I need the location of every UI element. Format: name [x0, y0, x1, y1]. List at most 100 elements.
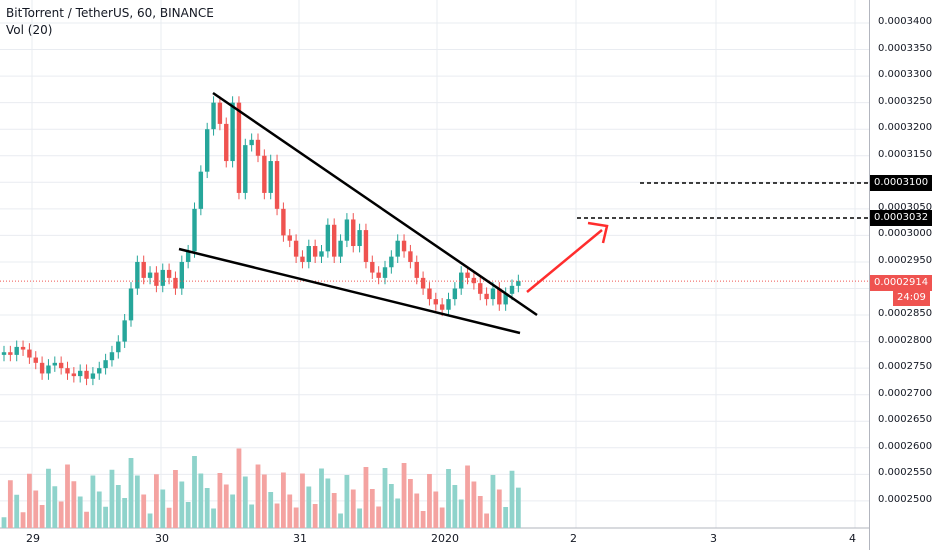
volume-bar	[173, 470, 178, 528]
candle-body	[236, 102, 242, 193]
candle-body	[103, 360, 108, 369]
price-tick-label: 0.0003350	[878, 42, 932, 54]
volume-bar	[452, 485, 458, 528]
volume-bar	[217, 473, 223, 528]
candle-body	[344, 219, 350, 241]
volume-bar	[503, 507, 509, 528]
candle-body	[509, 285, 515, 294]
volume-bar	[166, 507, 172, 528]
volume-bar	[331, 493, 337, 528]
volume-bar	[65, 464, 70, 528]
price-chart[interactable]	[0, 0, 869, 550]
arrow-head	[587, 221, 609, 244]
volume-bar	[439, 507, 445, 528]
volume-bar	[71, 481, 77, 528]
volume-bar	[109, 469, 115, 528]
symbol-title[interactable]: BitTorrent / TetherUS, 60, BINANCE	[6, 6, 214, 20]
volume-bar	[325, 478, 331, 528]
candle-body	[33, 357, 38, 363]
candle-body	[262, 155, 267, 193]
volume-bar	[27, 473, 32, 528]
candle-body	[27, 349, 32, 358]
candle-body	[382, 267, 388, 278]
candle-body	[281, 208, 286, 236]
candle-body	[192, 208, 197, 252]
volume-bar	[395, 498, 401, 528]
price-tick-label: 0.0002650	[878, 414, 932, 426]
volume-bar	[465, 465, 470, 528]
volume-bar	[414, 493, 420, 528]
candle-body	[160, 269, 165, 286]
candle-body	[185, 251, 191, 262]
volume-bar	[128, 458, 134, 528]
candle-body	[452, 288, 458, 300]
candle-body	[52, 362, 57, 366]
candle-body	[319, 251, 324, 257]
volume-bar	[490, 475, 496, 528]
candle-body	[39, 362, 45, 374]
candle-body	[408, 251, 413, 262]
volume-bar	[192, 456, 197, 528]
candle-body	[128, 288, 134, 321]
candle-body	[14, 346, 19, 355]
candle-body	[389, 256, 394, 268]
volume-bar	[179, 481, 185, 528]
price-tick-label: 0.0002600	[878, 440, 932, 452]
candle-body	[459, 272, 464, 289]
candle-body	[230, 102, 235, 162]
volume-indicator-label[interactable]: Vol (20)	[6, 23, 53, 37]
candle-body	[58, 362, 64, 369]
volume-bar	[420, 511, 426, 528]
candle-body	[249, 139, 254, 146]
candle-body	[401, 240, 407, 252]
volume-bar	[204, 488, 210, 528]
volume-bar	[319, 468, 324, 528]
candle-body	[478, 283, 483, 294]
candle-body	[395, 240, 400, 257]
volume-bar	[261, 474, 267, 528]
candle-body	[8, 352, 13, 355]
volume-bar	[338, 513, 343, 528]
volume-bar	[147, 513, 153, 528]
volume-bar	[293, 507, 299, 528]
candle-body	[351, 219, 356, 247]
volume-bar	[84, 511, 89, 528]
breakout-arrow	[526, 229, 603, 293]
volume-bar	[427, 474, 432, 528]
candle-body	[332, 224, 337, 257]
volume-bar	[20, 512, 26, 528]
volume-bar	[103, 506, 108, 528]
candle-body	[312, 246, 318, 257]
current-price-tag: 0.0002914	[870, 275, 932, 291]
price-tick-label: 0.0003050	[878, 201, 932, 213]
volume-bar	[312, 504, 318, 528]
candle-body	[154, 272, 159, 286]
candle-body	[198, 171, 204, 209]
candle-body	[173, 277, 178, 289]
time-tick-label: 3	[710, 532, 717, 545]
volume-bar	[369, 489, 375, 528]
candle-body	[217, 102, 223, 124]
volume-bar	[408, 479, 413, 528]
candle-body	[109, 352, 115, 361]
candle-body	[427, 288, 432, 300]
candle-body	[439, 304, 445, 310]
candle-body	[179, 261, 184, 289]
time-tick-label: 2020	[431, 532, 459, 545]
volume-bar	[496, 489, 502, 528]
candle-body	[325, 224, 331, 252]
candle-body	[490, 288, 496, 300]
candle-body	[141, 261, 146, 278]
volume-bar	[274, 503, 280, 528]
price-tick-label: 0.0002950	[878, 254, 932, 266]
candle-body	[516, 281, 521, 286]
candle-body	[465, 272, 470, 278]
volume-bar	[154, 474, 159, 528]
volume-bar	[1, 517, 7, 528]
candle-body	[135, 261, 140, 289]
candle-body	[46, 365, 51, 374]
price-tick-label: 0.0003200	[878, 122, 932, 134]
candle-body	[78, 370, 83, 377]
volume-bar	[281, 472, 286, 528]
candle-body	[224, 123, 229, 162]
